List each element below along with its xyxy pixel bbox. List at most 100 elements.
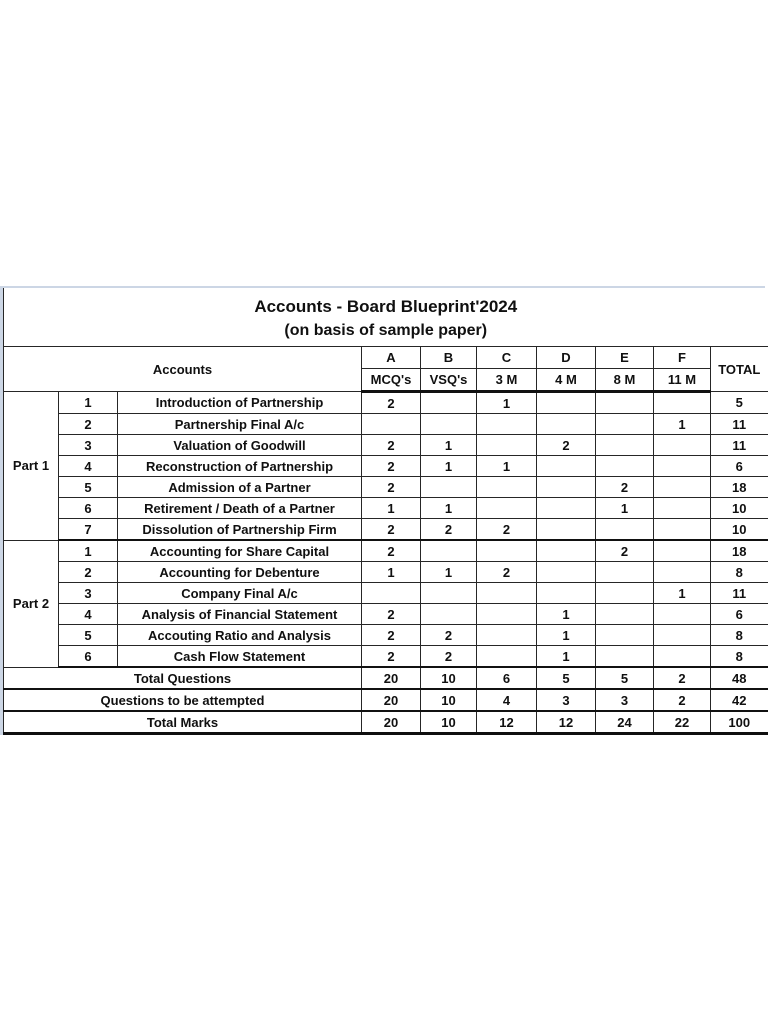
value-cell-b [420,582,477,604]
chapter-cell: Analysis of Financial Statement [117,603,362,625]
serial-cell: 2 [58,561,118,583]
col-header-marks-e: 8 M [595,368,654,393]
chapter-cell: Retirement / Death of a Partner [117,497,362,519]
chapter-cell: Admission of a Partner [117,476,362,498]
summary-total: 42 [710,688,768,712]
serial-cell: 2 [58,413,118,435]
value-cell-f [653,497,711,519]
col-header-letter-b: B [420,346,477,369]
col-header-letter-c: C [476,346,537,369]
col-header-marks-d: 4 M [536,368,596,393]
col-header-letter-f: F [653,346,711,369]
value-cell-b: 1 [420,497,477,519]
summary-value-d: 12 [536,710,596,735]
summary-value-e: 3 [595,688,654,712]
value-cell-d [536,455,596,477]
value-cell-a: 2 [361,434,421,456]
part2-label: Part 2 [3,539,59,668]
value-cell-e: 2 [595,476,654,498]
value-cell-c [476,624,537,646]
chapter-cell: Cash Flow Statement [117,645,362,668]
value-cell-a: 1 [361,497,421,519]
value-cell-f [653,539,711,562]
value-cell-b: 1 [420,455,477,477]
value-cell-f [653,603,711,625]
value-cell-d [536,391,596,414]
value-cell-c [476,582,537,604]
value-cell-e [595,582,654,604]
value-cell-d [536,497,596,519]
summary-label-total-marks: Total Marks [3,710,362,735]
row-total-cell: 11 [710,582,768,604]
chapter-cell: Accounting for Share Capital [117,539,362,562]
accounts-header-cell: Accounts [3,346,362,392]
value-cell-f [653,455,711,477]
value-cell-b [420,539,477,562]
serial-cell: 4 [58,603,118,625]
summary-value-b: 10 [420,710,477,735]
value-cell-f [653,434,711,456]
value-cell-b [420,603,477,625]
row-total-cell: 11 [710,413,768,435]
value-cell-f [653,645,711,668]
value-cell-e: 2 [595,539,654,562]
value-cell-c [476,476,537,498]
row-total-cell: 10 [710,497,768,519]
value-cell-e [595,391,654,414]
col-header-marks-f: 11 M [653,368,711,393]
serial-cell: 3 [58,582,118,604]
value-cell-e [595,413,654,435]
summary-value-d: 5 [536,666,596,690]
row-total-cell: 5 [710,391,768,414]
value-cell-d [536,539,596,562]
summary-value-a: 20 [361,710,421,735]
summary-total: 48 [710,666,768,690]
value-cell-d: 1 [536,603,596,625]
value-cell-b: 1 [420,434,477,456]
summary-value-e: 24 [595,710,654,735]
value-cell-a: 2 [361,603,421,625]
summary-value-f: 2 [653,688,711,712]
summary-value-b: 10 [420,666,477,690]
table-title-cell: Accounts - Board Blueprint'2024 (on basi… [3,288,768,347]
value-cell-f [653,476,711,498]
value-cell-a: 2 [361,518,421,541]
value-cell-f: 1 [653,582,711,604]
value-cell-e [595,624,654,646]
value-cell-f [653,391,711,414]
value-cell-b [420,476,477,498]
table-title: Accounts - Board Blueprint'2024 [254,297,518,316]
summary-value-a: 20 [361,666,421,690]
serial-cell: 1 [58,539,118,562]
col-header-letter-d: D [536,346,596,369]
serial-cell: 6 [58,497,118,519]
value-cell-a: 2 [361,645,421,668]
value-cell-c: 1 [476,391,537,414]
value-cell-d [536,518,596,541]
chapter-cell: Reconstruction of Partnership [117,455,362,477]
chapter-cell: Introduction of Partnership [117,391,362,414]
serial-cell: 4 [58,455,118,477]
row-total-cell: 8 [710,561,768,583]
summary-value-c: 6 [476,666,537,690]
value-cell-e [595,645,654,668]
value-cell-c: 1 [476,455,537,477]
value-cell-d: 2 [536,434,596,456]
value-cell-e [595,561,654,583]
value-cell-e [595,434,654,456]
col-header-marks-b: VSQ's [420,368,477,393]
value-cell-c [476,413,537,435]
col-header-letter-e: E [595,346,654,369]
row-total-cell: 6 [710,603,768,625]
value-cell-f: 1 [653,413,711,435]
value-cell-b: 1 [420,561,477,583]
part1-label: Part 1 [3,391,59,541]
chapter-cell: Accounting for Debenture [117,561,362,583]
chapter-cell: Accouting Ratio and Analysis [117,624,362,646]
summary-total: 100 [710,710,768,735]
chapter-cell: Valuation of Goodwill [117,434,362,456]
value-cell-a: 1 [361,561,421,583]
chapter-cell: Partnership Final A/c [117,413,362,435]
col-header-marks-a: MCQ's [361,368,421,393]
value-cell-f [653,518,711,541]
